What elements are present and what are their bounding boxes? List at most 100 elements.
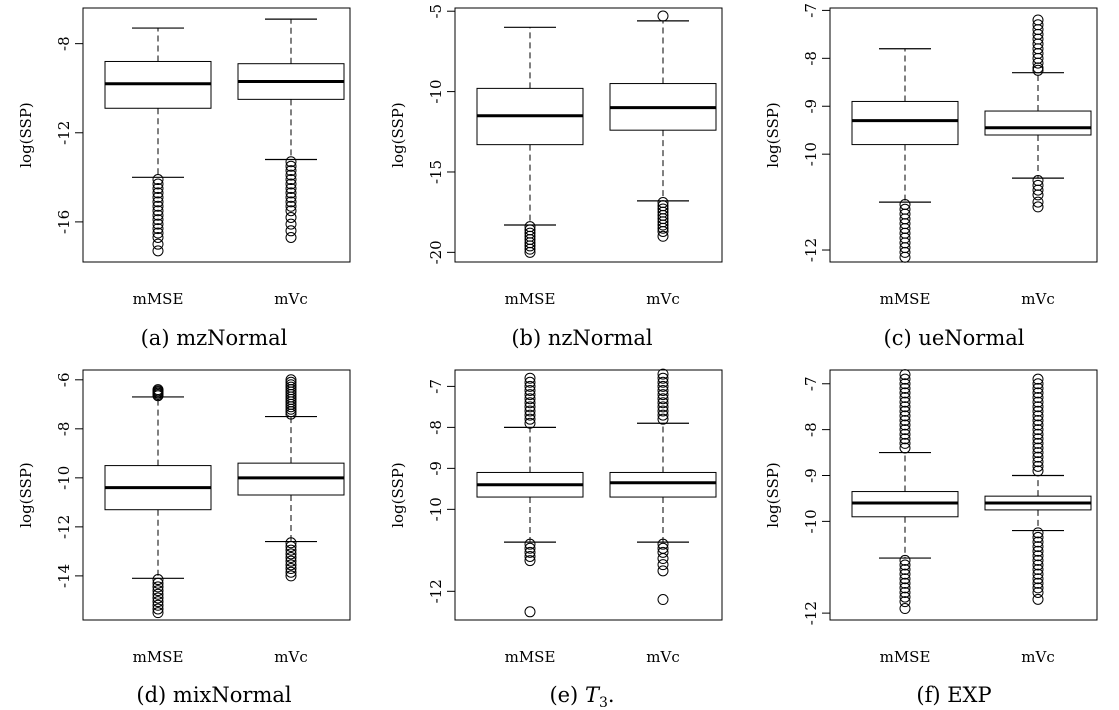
outlier-point [657, 413, 669, 425]
outlier-point [1032, 189, 1044, 201]
x-category-label: mVc [646, 648, 679, 666]
outlier-point [657, 401, 669, 413]
outlier-point [657, 225, 669, 237]
outlier-point [285, 205, 297, 217]
outlier-point [899, 424, 911, 436]
outlier-point [1032, 568, 1044, 580]
outlier-point [152, 218, 164, 230]
outlier-point [152, 223, 164, 235]
outlier-point [285, 559, 297, 571]
outlier-point [1032, 428, 1044, 440]
y-tick-label: -8 [55, 36, 73, 51]
outlier-point [1032, 456, 1044, 468]
outlier-point [152, 390, 164, 402]
box-mMSE [851, 369, 959, 615]
y-tick-label: -10 [427, 497, 445, 521]
y-tick-label: -12 [802, 238, 820, 262]
caption-prefix: (e) [549, 683, 585, 707]
outlier-point [285, 191, 297, 203]
outlier-point [657, 230, 669, 242]
panel-caption: (d) mixNormal [136, 683, 291, 707]
outlier-point [285, 182, 297, 194]
outlier-point [1032, 536, 1044, 548]
outlier-point [657, 389, 669, 401]
outlier-point [285, 200, 297, 212]
outlier-point [899, 246, 911, 258]
outlier-point [899, 559, 911, 571]
outlier-point [1032, 64, 1044, 76]
outlier-point [1032, 545, 1044, 557]
outlier-point [657, 397, 669, 409]
x-category-label: mMSE [133, 290, 184, 308]
x-category-label: mVc [646, 290, 679, 308]
outlier-point [524, 542, 536, 554]
outlier-point [657, 594, 669, 606]
outlier-point [524, 389, 536, 401]
outlier-point [152, 581, 164, 593]
outlier-point [1032, 593, 1044, 605]
outlier-point [285, 174, 297, 186]
outlier-point [524, 393, 536, 405]
outlier-point [899, 596, 911, 608]
outlier-point [1032, 550, 1044, 562]
outlier-point [285, 156, 297, 168]
outlier-point [899, 401, 911, 413]
panel-caption: (e) T3. [549, 683, 614, 710]
outlier-point [657, 384, 669, 396]
outlier-point [524, 555, 536, 567]
y-axis-label: log(SSP) [389, 102, 407, 168]
outlier-point [285, 160, 297, 172]
x-category-label: mVc [1021, 648, 1054, 666]
y-tick-label: -10 [802, 142, 820, 166]
y-tick-label: -16 [55, 210, 73, 234]
outlier-point [899, 392, 911, 404]
outlier-point [899, 577, 911, 589]
outlier-point [524, 397, 536, 409]
iqr-box [609, 471, 717, 498]
plot-frame [82, 7, 351, 263]
outlier-point [285, 408, 297, 420]
y-tick-label: -7 [802, 376, 820, 391]
outlier-point [524, 401, 536, 413]
y-axis-label: log(SSP) [17, 102, 35, 168]
outlier-point [899, 586, 911, 598]
y-tick-label: -14 [55, 564, 73, 588]
outlier-point [152, 174, 164, 186]
outlier-point [285, 563, 297, 575]
outlier-point [285, 540, 297, 552]
y-tick-label: -6 [55, 372, 73, 387]
outlier-point [285, 555, 297, 567]
x-category-label: mMSE [880, 648, 931, 666]
iqr-box [851, 100, 959, 146]
box-mMSE [851, 48, 959, 263]
outlier-point [899, 369, 911, 381]
outlier-point [1032, 447, 1044, 459]
panel-d: -6 -8 -10 -12 -14 log(SSP) mMSE mVc (d) mixNorma… [17, 369, 351, 707]
outlier-point [152, 200, 164, 212]
outlier-point [1032, 559, 1044, 571]
outlier-point [285, 544, 297, 556]
y-tick-label: -12 [55, 121, 73, 145]
outlier-point [285, 548, 297, 560]
outlier-point [1032, 531, 1044, 543]
outlier-point [1032, 577, 1044, 589]
outlier-point [1032, 424, 1044, 436]
plot-frame [454, 369, 723, 621]
outlier-point [1032, 405, 1044, 417]
panel-f: -7 -8 -9 -10 -12 log(SSP) mMSE mVc (f) EXP [764, 369, 1098, 707]
outlier-point [524, 606, 536, 618]
outlier-point [657, 409, 669, 421]
outlier-point [657, 565, 669, 577]
y-tick-label: -9 [802, 99, 820, 114]
outlier-point [899, 603, 911, 615]
outlier-point [899, 437, 911, 449]
y-tick-label: -20 [427, 240, 445, 264]
caption-suffix: . [608, 683, 615, 707]
outlier-point [1032, 582, 1044, 594]
outlier-point [152, 574, 164, 586]
outlier-point [152, 205, 164, 217]
outlier-point [657, 376, 669, 388]
outlier-point [899, 582, 911, 594]
panel-caption: (c) ueNormal [884, 326, 1025, 350]
